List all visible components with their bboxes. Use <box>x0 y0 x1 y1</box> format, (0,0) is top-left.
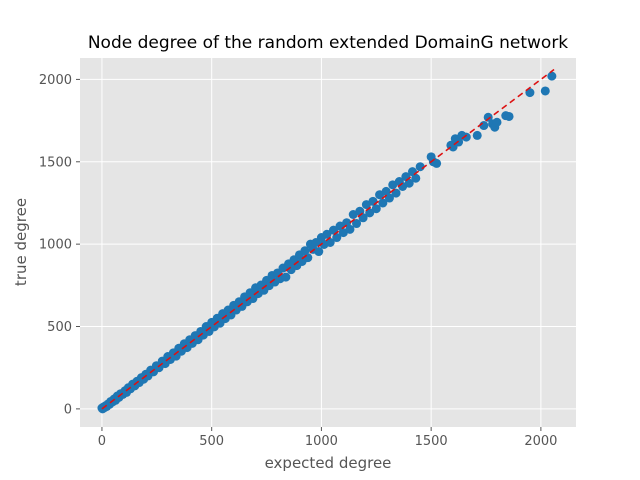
data-point <box>432 158 442 168</box>
data-point <box>525 88 535 98</box>
y-ticks: 0 500 1000 1500 2000 <box>39 73 80 417</box>
x-axis-label: expected degree <box>265 454 392 472</box>
y-axis-label: true degree <box>12 198 30 286</box>
x-ticks: 0 500 1000 1500 2000 <box>98 427 557 449</box>
x-tick-label: 2000 <box>524 434 557 449</box>
data-point <box>358 213 368 223</box>
x-tick-label: 0 <box>98 434 106 449</box>
data-point <box>540 86 550 96</box>
data-point <box>371 204 381 214</box>
data-point <box>314 247 324 257</box>
data-point <box>365 208 375 218</box>
data-point <box>483 112 493 122</box>
data-point <box>322 229 332 239</box>
data-point <box>300 246 310 256</box>
data-point <box>472 130 482 140</box>
reference-line <box>101 68 555 410</box>
x-tick-label: 1500 <box>415 434 448 449</box>
y-tick-label: 1500 <box>39 155 72 170</box>
data-point <box>461 132 471 142</box>
data-point <box>332 233 342 243</box>
data-point <box>352 219 362 229</box>
data-point <box>325 238 335 247</box>
chart-title: Node degree of the random extended Domai… <box>88 33 568 53</box>
data-point <box>328 225 338 235</box>
x-tick-label: 1000 <box>305 434 338 449</box>
y-tick-label: 1000 <box>39 238 72 253</box>
data-point <box>504 111 514 121</box>
x-tick-label: 500 <box>199 434 224 449</box>
data-point <box>345 224 355 234</box>
y-tick-label: 0 <box>64 402 72 417</box>
data-point <box>492 117 502 127</box>
y-tick-label: 500 <box>47 320 72 335</box>
data-point <box>384 193 394 203</box>
data-point <box>547 71 557 81</box>
data-point <box>404 178 414 188</box>
data-point <box>281 272 291 282</box>
data-point <box>411 173 421 183</box>
data-point <box>378 198 388 208</box>
y-tick-label: 2000 <box>39 73 72 88</box>
data-point <box>391 188 401 198</box>
